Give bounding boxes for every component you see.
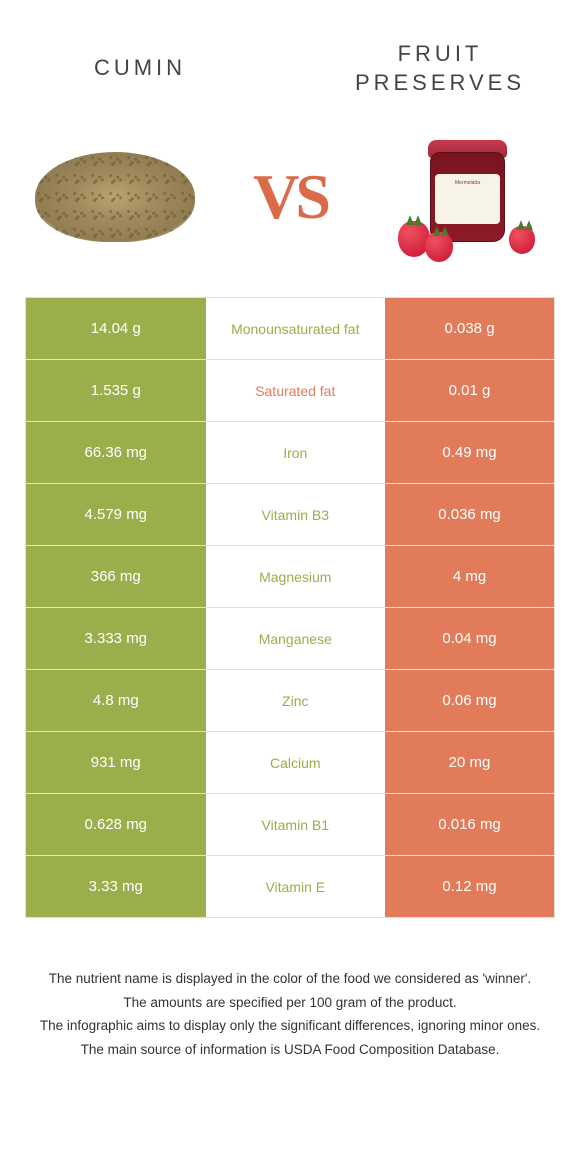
right-value: 0.04 mg <box>385 608 554 669</box>
nutrient-label: Saturated fat <box>206 360 386 421</box>
left-value: 0.628 mg <box>26 794 206 855</box>
right-value: 0.06 mg <box>385 670 554 731</box>
left-value: 366 mg <box>26 546 206 607</box>
table-row: 3.333 mgManganese0.04 mg <box>26 608 554 670</box>
left-food-title: CUMIN <box>40 54 240 83</box>
header: CUMIN FRUIT PRESERVES <box>0 0 580 117</box>
nutrient-label: Iron <box>206 422 386 483</box>
left-value: 1.535 g <box>26 360 206 421</box>
table-row: 0.628 mgVitamin B10.016 mg <box>26 794 554 856</box>
right-value: 0.01 g <box>385 360 554 421</box>
table-row: 4.8 mgZinc0.06 mg <box>26 670 554 732</box>
right-value: 0.49 mg <box>385 422 554 483</box>
nutrient-label: Zinc <box>206 670 386 731</box>
left-value: 14.04 g <box>26 298 206 359</box>
right-food-title: FRUIT PRESERVES <box>340 40 540 97</box>
nutrient-label: Calcium <box>206 732 386 793</box>
nutrient-label: Vitamin B1 <box>206 794 386 855</box>
footnote-line: The amounts are specified per 100 gram o… <box>30 992 550 1014</box>
table-row: 1.535 gSaturated fat0.01 g <box>26 360 554 422</box>
left-value: 4.8 mg <box>26 670 206 731</box>
table-row: 4.579 mgVitamin B30.036 mg <box>26 484 554 546</box>
right-value: 0.036 mg <box>385 484 554 545</box>
nutrient-table: 14.04 gMonounsaturated fat0.038 g1.535 g… <box>25 297 555 918</box>
footnotes: The nutrient name is displayed in the co… <box>0 918 580 1082</box>
right-value: 4 mg <box>385 546 554 607</box>
left-value: 931 mg <box>26 732 206 793</box>
right-value: 0.12 mg <box>385 856 554 917</box>
right-value: 0.016 mg <box>385 794 554 855</box>
right-value: 20 mg <box>385 732 554 793</box>
left-value: 4.579 mg <box>26 484 206 545</box>
nutrient-label: Monounsaturated fat <box>206 298 386 359</box>
left-value: 3.333 mg <box>26 608 206 669</box>
nutrient-label: Manganese <box>206 608 386 669</box>
table-row: 931 mgCalcium20 mg <box>26 732 554 794</box>
nutrient-label: Vitamin B3 <box>206 484 386 545</box>
left-value: 3.33 mg <box>26 856 206 917</box>
table-row: 3.33 mgVitamin E0.12 mg <box>26 856 554 918</box>
footnote-line: The main source of information is USDA F… <box>30 1039 550 1061</box>
nutrient-label: Magnesium <box>206 546 386 607</box>
table-row: 66.36 mgIron0.49 mg <box>26 422 554 484</box>
table-row: 366 mgMagnesium4 mg <box>26 546 554 608</box>
vs-label: VS <box>253 160 327 234</box>
footnote-line: The nutrient name is displayed in the co… <box>30 968 550 990</box>
cumin-image <box>30 127 200 267</box>
fruit-preserves-image: Mermelada <box>380 127 550 267</box>
nutrient-label: Vitamin E <box>206 856 386 917</box>
left-value: 66.36 mg <box>26 422 206 483</box>
table-row: 14.04 gMonounsaturated fat0.038 g <box>26 298 554 360</box>
images-row: VS Mermelada <box>0 117 580 297</box>
footnote-line: The infographic aims to display only the… <box>30 1015 550 1037</box>
right-value: 0.038 g <box>385 298 554 359</box>
